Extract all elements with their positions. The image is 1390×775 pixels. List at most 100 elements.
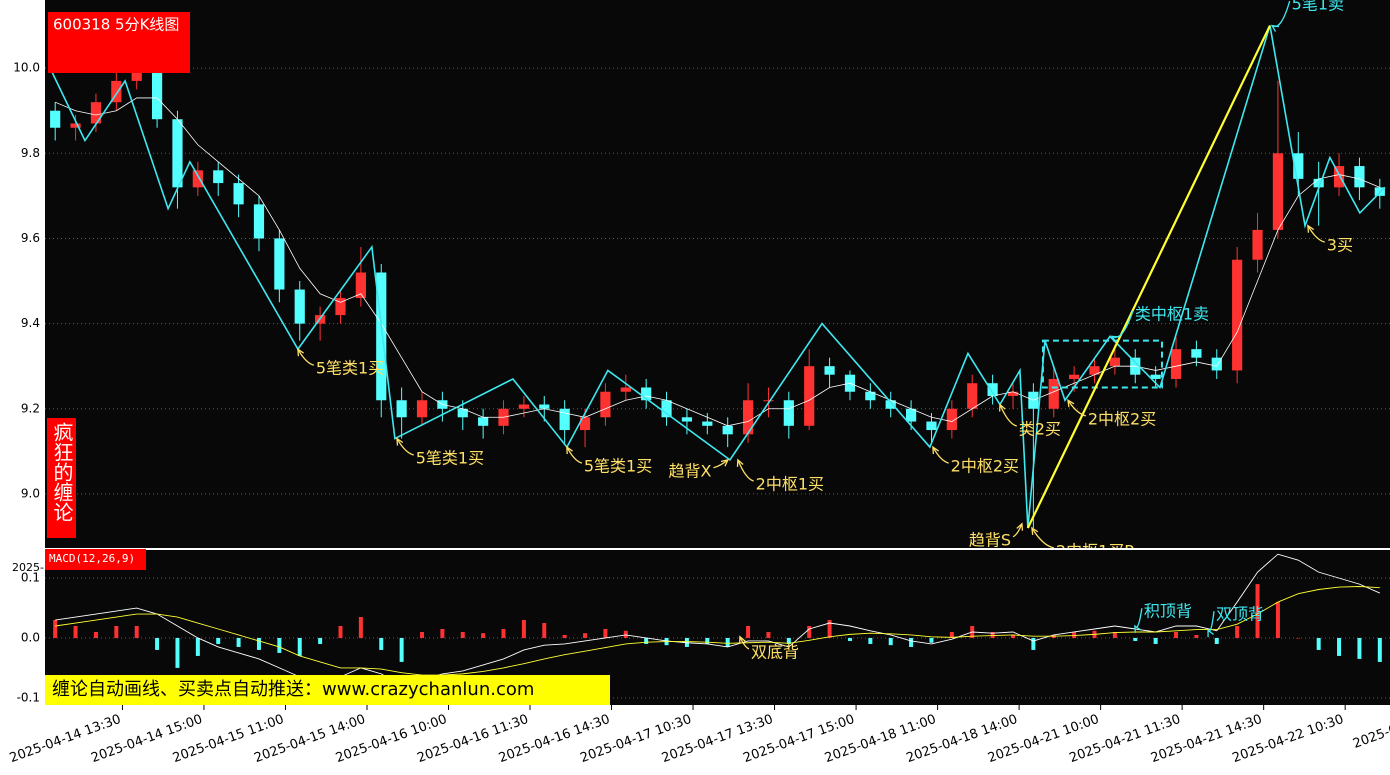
candle-body [600, 391, 611, 418]
annotation: 5笔类1买 [584, 457, 652, 476]
candle-body [702, 421, 713, 426]
candle-body [579, 417, 591, 431]
y-tick-label: -0.1 [17, 690, 40, 704]
arrow-head [396, 437, 404, 446]
annotation: 双顶背 [1216, 605, 1264, 624]
arrow-head [1207, 628, 1214, 638]
candle-body [1354, 166, 1365, 188]
candle-body [804, 366, 815, 426]
macd-bar [1337, 637, 1342, 656]
candle-body [396, 400, 407, 418]
candle-body [763, 400, 774, 402]
arrow-head [739, 635, 746, 644]
annotation: 2中枢1买P [1056, 541, 1134, 560]
candle-body [1313, 178, 1324, 188]
macd-bar [93, 631, 98, 638]
candle-body [213, 170, 224, 184]
candle-body [865, 391, 876, 401]
candle-body [478, 417, 489, 426]
annotation-arrow [297, 348, 315, 366]
macd-bar [114, 626, 119, 638]
macd-bar [807, 626, 812, 638]
annotation: 类2买 [1019, 420, 1061, 439]
candle-body [1252, 229, 1263, 260]
macd-bar [990, 631, 995, 638]
candle-body [518, 404, 529, 409]
y-tick-label: 9.4 [21, 316, 40, 330]
candle-body [70, 123, 81, 128]
macd-bar [460, 631, 465, 638]
macd-bar [1174, 631, 1179, 638]
candle-body [1150, 374, 1161, 379]
macd-bar [603, 628, 608, 638]
macd-bar [1133, 637, 1138, 641]
candle-body [742, 400, 754, 435]
candle-body [1232, 259, 1243, 371]
candle-body [1048, 378, 1059, 409]
candle-body [681, 417, 693, 422]
candle-body [1293, 153, 1304, 179]
macd-bar [949, 631, 954, 638]
cursor-label: 2025- [12, 561, 44, 574]
candle-body [1272, 153, 1284, 230]
macd-bar [236, 637, 241, 647]
annotation-arrow [1067, 399, 1087, 417]
candle-body [457, 408, 468, 418]
macd-bar [399, 637, 404, 662]
macd-bar [1296, 637, 1301, 639]
macd-bar [1235, 626, 1240, 638]
annotation-arrow [932, 446, 949, 464]
arrow-head [1110, 335, 1120, 343]
macd-title-box [45, 549, 146, 570]
arrow-head [720, 458, 730, 467]
arrow-head [1031, 526, 1039, 536]
macd-bar [766, 631, 771, 638]
annotation: 5笔类1买 [416, 449, 484, 468]
arrow-head [297, 347, 305, 357]
macd-bar [420, 631, 425, 638]
annotation: 2中枢2买 [951, 457, 1019, 476]
macd-bar [195, 637, 200, 656]
candle-body [1069, 374, 1080, 379]
annotation: 5笔1卖 [1292, 0, 1344, 14]
candle-body [783, 400, 794, 426]
macd-bar [1316, 637, 1321, 650]
candle-body [1191, 349, 1202, 358]
macd-bar [888, 637, 893, 646]
candle-body [111, 80, 122, 103]
macd-bar [562, 634, 567, 638]
macd-bar [644, 637, 649, 644]
candle-body [906, 408, 917, 422]
macd-bar [583, 633, 588, 638]
candle-body [824, 366, 835, 375]
macd-bar [521, 620, 526, 638]
macd-bar [786, 637, 791, 644]
banner-box [45, 675, 610, 705]
candle-body [620, 387, 631, 392]
arrow-head [932, 445, 940, 455]
candle-body [274, 238, 285, 290]
macd-bar [1377, 637, 1382, 662]
candle-body [661, 400, 672, 418]
macd-bar [1153, 637, 1158, 644]
candle-body [131, 68, 142, 81]
candle-body [416, 400, 428, 418]
main-plot-area [45, 0, 1390, 548]
macd-title: MACD(12,26,9) [49, 552, 135, 565]
macd-bar [73, 626, 78, 638]
annotation: 趋背S [969, 530, 1011, 549]
y-tick-label: 9.8 [21, 146, 40, 160]
macd-bar [175, 637, 180, 668]
y-tick-label: 10.0 [13, 61, 40, 75]
candle-body [722, 425, 733, 435]
annotation-arrow [566, 446, 583, 464]
candle-body [967, 383, 978, 409]
arrow-head [566, 445, 573, 455]
annotation: 类中枢1卖 [1135, 305, 1209, 324]
macd-bar [929, 637, 934, 643]
macd-bar [1214, 637, 1219, 644]
macd-bar [216, 637, 221, 644]
